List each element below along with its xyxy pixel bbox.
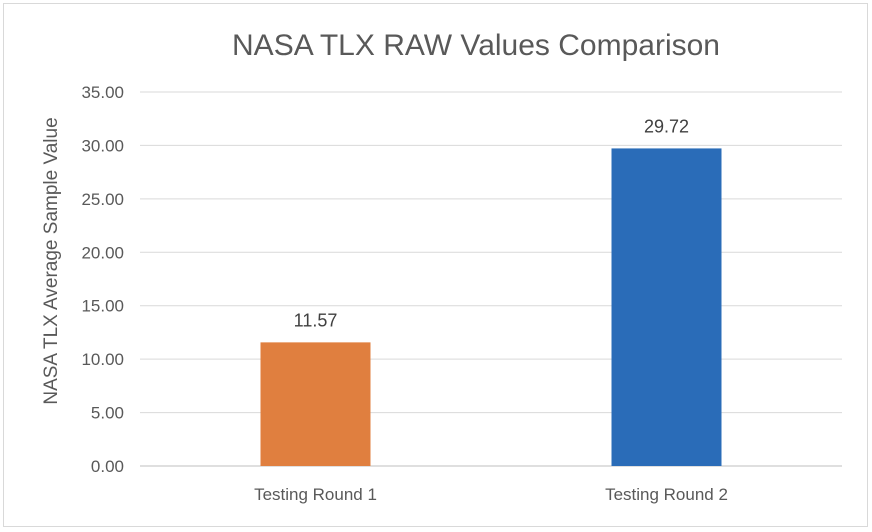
data-labels: 11.57 29.72 bbox=[294, 116, 689, 330]
chart-frame bbox=[3, 3, 868, 527]
data-label: 29.72 bbox=[644, 116, 689, 136]
bars bbox=[260, 148, 722, 466]
x-category-label: Testing Round 2 bbox=[605, 485, 728, 504]
y-tick-label: 20.00 bbox=[81, 243, 124, 262]
y-axis-title: NASA TLX Average Sample Value bbox=[41, 117, 62, 404]
gridlines bbox=[140, 91, 842, 467]
x-category-label: Testing Round 1 bbox=[254, 485, 377, 504]
x-axis-categories: Testing Round 1 Testing Round 2 bbox=[254, 485, 728, 504]
y-tick-label: 5.00 bbox=[91, 404, 124, 423]
bar-2 bbox=[611, 148, 722, 466]
y-tick-label: 35.00 bbox=[81, 83, 124, 102]
chart-title: NASA TLX RAW Values Comparison bbox=[232, 29, 720, 62]
y-tick-label: 10.00 bbox=[81, 350, 124, 369]
y-axis-ticks: 0.00 5.00 10.00 15.00 20.00 25.00 30.00 35.00 bbox=[81, 83, 124, 476]
data-label: 11.57 bbox=[294, 310, 338, 330]
bar-1 bbox=[260, 342, 371, 466]
y-tick-label: 15.00 bbox=[81, 297, 124, 316]
y-tick-label: 30.00 bbox=[81, 136, 124, 155]
y-tick-label: 0.00 bbox=[91, 457, 124, 476]
y-tick-label: 25.00 bbox=[81, 190, 124, 209]
